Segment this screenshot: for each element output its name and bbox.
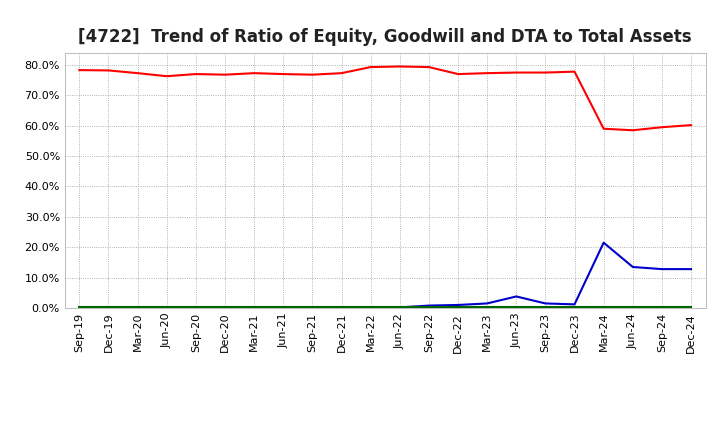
Deferred Tax Assets (454, 304, 462, 310)
Line: Goodwill: Goodwill (79, 243, 691, 308)
Deferred Tax Assets (104, 304, 113, 310)
Goodwill (629, 264, 637, 270)
Deferred Tax Assets (250, 304, 258, 310)
Deferred Tax Assets (657, 304, 666, 310)
Deferred Tax Assets (541, 304, 550, 310)
Equity (512, 70, 521, 75)
Goodwill (483, 301, 492, 306)
Deferred Tax Assets (220, 304, 229, 310)
Goodwill (687, 267, 696, 272)
Deferred Tax Assets (75, 304, 84, 310)
Equity (541, 70, 550, 75)
Equity (220, 72, 229, 77)
Equity (687, 122, 696, 128)
Equity (133, 70, 142, 76)
Equity (75, 67, 84, 73)
Goodwill (541, 301, 550, 306)
Deferred Tax Assets (687, 304, 696, 310)
Equity (308, 72, 317, 77)
Deferred Tax Assets (192, 304, 200, 310)
Deferred Tax Assets (483, 304, 492, 310)
Equity (657, 125, 666, 130)
Goodwill (250, 305, 258, 310)
Deferred Tax Assets (308, 304, 317, 310)
Deferred Tax Assets (425, 304, 433, 310)
Goodwill (75, 305, 84, 310)
Equity (599, 126, 608, 132)
Equity (570, 69, 579, 74)
Deferred Tax Assets (133, 304, 142, 310)
Equity (483, 70, 492, 76)
Goodwill (657, 267, 666, 272)
Goodwill (599, 240, 608, 246)
Goodwill (512, 294, 521, 299)
Equity (425, 64, 433, 70)
Goodwill (133, 305, 142, 310)
Goodwill (220, 305, 229, 310)
Equity (279, 71, 287, 77)
Goodwill (279, 305, 287, 310)
Deferred Tax Assets (629, 304, 637, 310)
Title: [4722]  Trend of Ratio of Equity, Goodwill and DTA to Total Assets: [4722] Trend of Ratio of Equity, Goodwil… (78, 28, 692, 46)
Deferred Tax Assets (599, 304, 608, 310)
Equity (395, 64, 404, 69)
Deferred Tax Assets (337, 304, 346, 310)
Equity (104, 68, 113, 73)
Deferred Tax Assets (279, 304, 287, 310)
Legend: Equity, Goodwill, Deferred Tax Assets: Equity, Goodwill, Deferred Tax Assets (200, 437, 570, 440)
Equity (192, 71, 200, 77)
Goodwill (192, 305, 200, 310)
Goodwill (163, 305, 171, 310)
Goodwill (104, 305, 113, 310)
Deferred Tax Assets (163, 304, 171, 310)
Equity (163, 73, 171, 79)
Equity (454, 71, 462, 77)
Deferred Tax Assets (395, 304, 404, 310)
Line: Equity: Equity (79, 66, 691, 130)
Goodwill (454, 302, 462, 308)
Goodwill (425, 303, 433, 308)
Equity (629, 128, 637, 133)
Equity (366, 64, 375, 70)
Goodwill (570, 302, 579, 307)
Equity (337, 70, 346, 76)
Goodwill (337, 305, 346, 310)
Equity (250, 70, 258, 76)
Goodwill (308, 305, 317, 310)
Deferred Tax Assets (366, 304, 375, 310)
Goodwill (366, 305, 375, 310)
Deferred Tax Assets (570, 304, 579, 310)
Goodwill (395, 305, 404, 310)
Deferred Tax Assets (512, 304, 521, 310)
